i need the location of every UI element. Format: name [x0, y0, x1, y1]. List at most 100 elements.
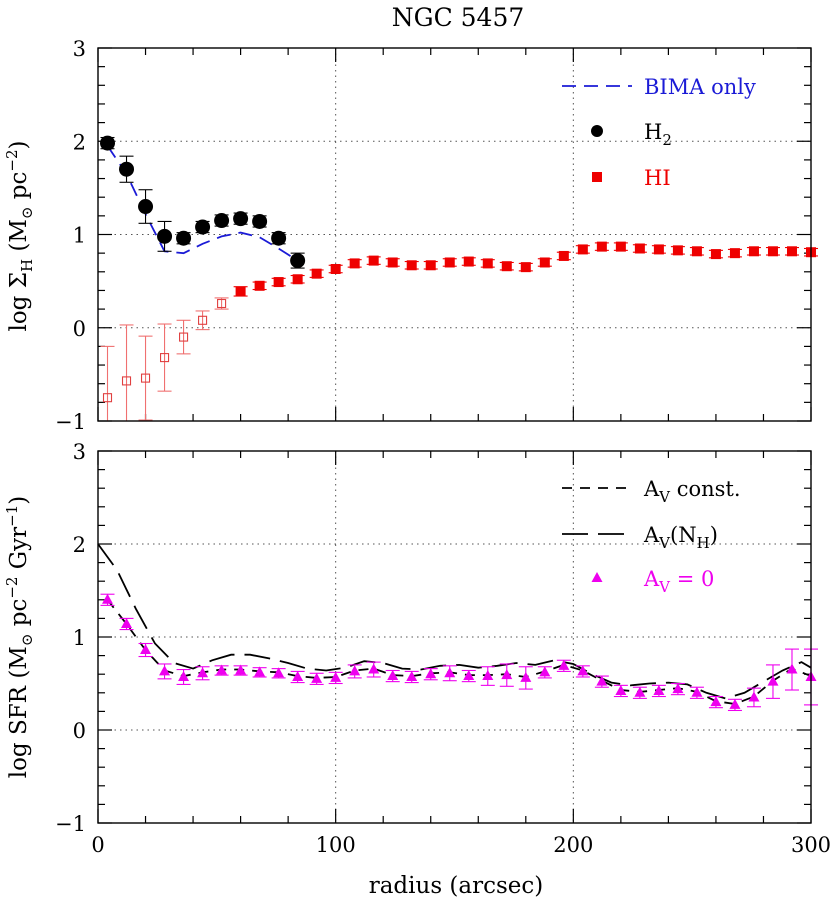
- sfr-point: [767, 675, 779, 686]
- top-y-axis-title: log ΣH (M⊙ pc−2): [3, 140, 36, 331]
- h2-point: [252, 213, 268, 229]
- y-tick-label: 3: [73, 440, 86, 464]
- top-gridlines: [98, 48, 811, 421]
- sfr-point: [387, 670, 399, 681]
- x-tick-label: 0: [91, 833, 104, 857]
- y-tick-label: 3: [73, 37, 86, 61]
- y-tick-label: 1: [73, 626, 86, 650]
- sfr-point: [216, 664, 228, 675]
- hi-point: [710, 249, 721, 260]
- h2-point: [100, 135, 116, 151]
- sfr-point: [368, 663, 380, 674]
- hi-open-point: [140, 373, 151, 383]
- hi-open-point: [217, 298, 227, 309]
- hi-point: [368, 255, 379, 266]
- hi-open-point: [179, 332, 189, 342]
- hi-point: [520, 262, 531, 273]
- h2-point: [176, 230, 192, 246]
- hi-point: [273, 277, 284, 288]
- sfr-point: [596, 675, 608, 686]
- h2-point: [157, 228, 173, 244]
- legend-hi-marker: [592, 172, 602, 182]
- hi-point: [387, 257, 398, 268]
- x-axis-title: radius (arcsec): [369, 873, 544, 899]
- hi-point: [767, 246, 778, 257]
- top-panel: −1 0 1 2 3 log ΣH (M⊙ pc−2) BIMA only H2 HI: [3, 37, 818, 434]
- hi-point: [425, 260, 436, 271]
- top-y-tick-labels: −1 0 1 2 3: [55, 37, 86, 434]
- bottom-plot-data: [97, 543, 818, 712]
- legend-av-zero-marker: [591, 572, 603, 582]
- bottom-panel-frame: [97, 450, 812, 824]
- legend-av-zero-label: AV = 0: [643, 567, 714, 596]
- x-tick-label: 100: [316, 833, 356, 857]
- y-tick-label: −1: [55, 812, 86, 836]
- hi-point: [482, 258, 493, 269]
- y-tick-label: 0: [73, 317, 86, 341]
- sfr-point: [672, 683, 684, 694]
- legend-h2-marker: [591, 125, 603, 137]
- sfr-point: [710, 696, 722, 707]
- sfr-point: [729, 698, 741, 709]
- hi-open-point: [198, 315, 208, 325]
- av-const-line: [106, 599, 812, 705]
- h2-point: [233, 211, 249, 227]
- h2-point: [119, 161, 135, 177]
- x-tick-label: 300: [791, 833, 830, 857]
- hi-point: [672, 245, 683, 256]
- bottom-y-axis-title: log SFR (M⊙ pc−2 Gyr−1): [3, 496, 36, 779]
- hi-point: [444, 257, 455, 268]
- x-tick-labels: 0 100 200 300: [91, 833, 830, 857]
- hi-point: [330, 264, 341, 275]
- h2-point: [290, 253, 306, 269]
- sfr-point: [311, 672, 323, 683]
- bima-line: [106, 145, 299, 262]
- y-tick-label: 1: [73, 224, 86, 248]
- hi-point: [406, 260, 417, 271]
- sfr-point: [292, 670, 304, 681]
- hi-point: [463, 256, 474, 267]
- hi-point: [501, 261, 512, 272]
- sfr-point: [786, 663, 798, 674]
- legend-hi-label: HI: [644, 166, 671, 190]
- bottom-gridlines: [98, 451, 811, 823]
- sfr-point: [254, 666, 266, 677]
- hi-point: [292, 274, 303, 285]
- hi-point: [254, 280, 265, 291]
- av-nh-line: [97, 543, 812, 700]
- chart-title: NGC 5457: [392, 3, 525, 32]
- sfr-point: [634, 686, 646, 697]
- hi-point: [748, 246, 759, 257]
- sfr-point: [501, 669, 513, 680]
- sfr-point: [425, 668, 437, 679]
- sfr-point: [444, 667, 456, 678]
- sfr-point: [235, 664, 247, 675]
- hi-point: [691, 246, 702, 257]
- hi-point: [311, 268, 322, 279]
- x-tick-label: 200: [553, 833, 593, 857]
- y-tick-label: 0: [73, 719, 86, 743]
- hi-point: [634, 243, 645, 254]
- hi-point: [539, 257, 550, 268]
- sfr-point: [691, 686, 703, 697]
- h2-point: [138, 199, 154, 215]
- sfr-point: [140, 644, 152, 655]
- sfr-point: [349, 665, 361, 676]
- sfr-point: [121, 617, 133, 628]
- top-panel-frame: [97, 47, 812, 422]
- sfr-point: [615, 684, 627, 695]
- sfr-point: [653, 684, 665, 695]
- hi-point: [558, 250, 569, 261]
- sfr-point: [520, 671, 532, 682]
- bottom-legend: AV const. AV(NH) AV = 0: [562, 477, 741, 596]
- sfr-point: [482, 670, 494, 681]
- sfr-point: [102, 593, 114, 604]
- h2-point: [214, 213, 230, 229]
- hi-point: [577, 244, 588, 255]
- sfr-point: [748, 691, 760, 702]
- sfr-point: [463, 670, 475, 681]
- legend-av-const-label: AV const.: [643, 477, 741, 506]
- hi-point: [653, 244, 664, 255]
